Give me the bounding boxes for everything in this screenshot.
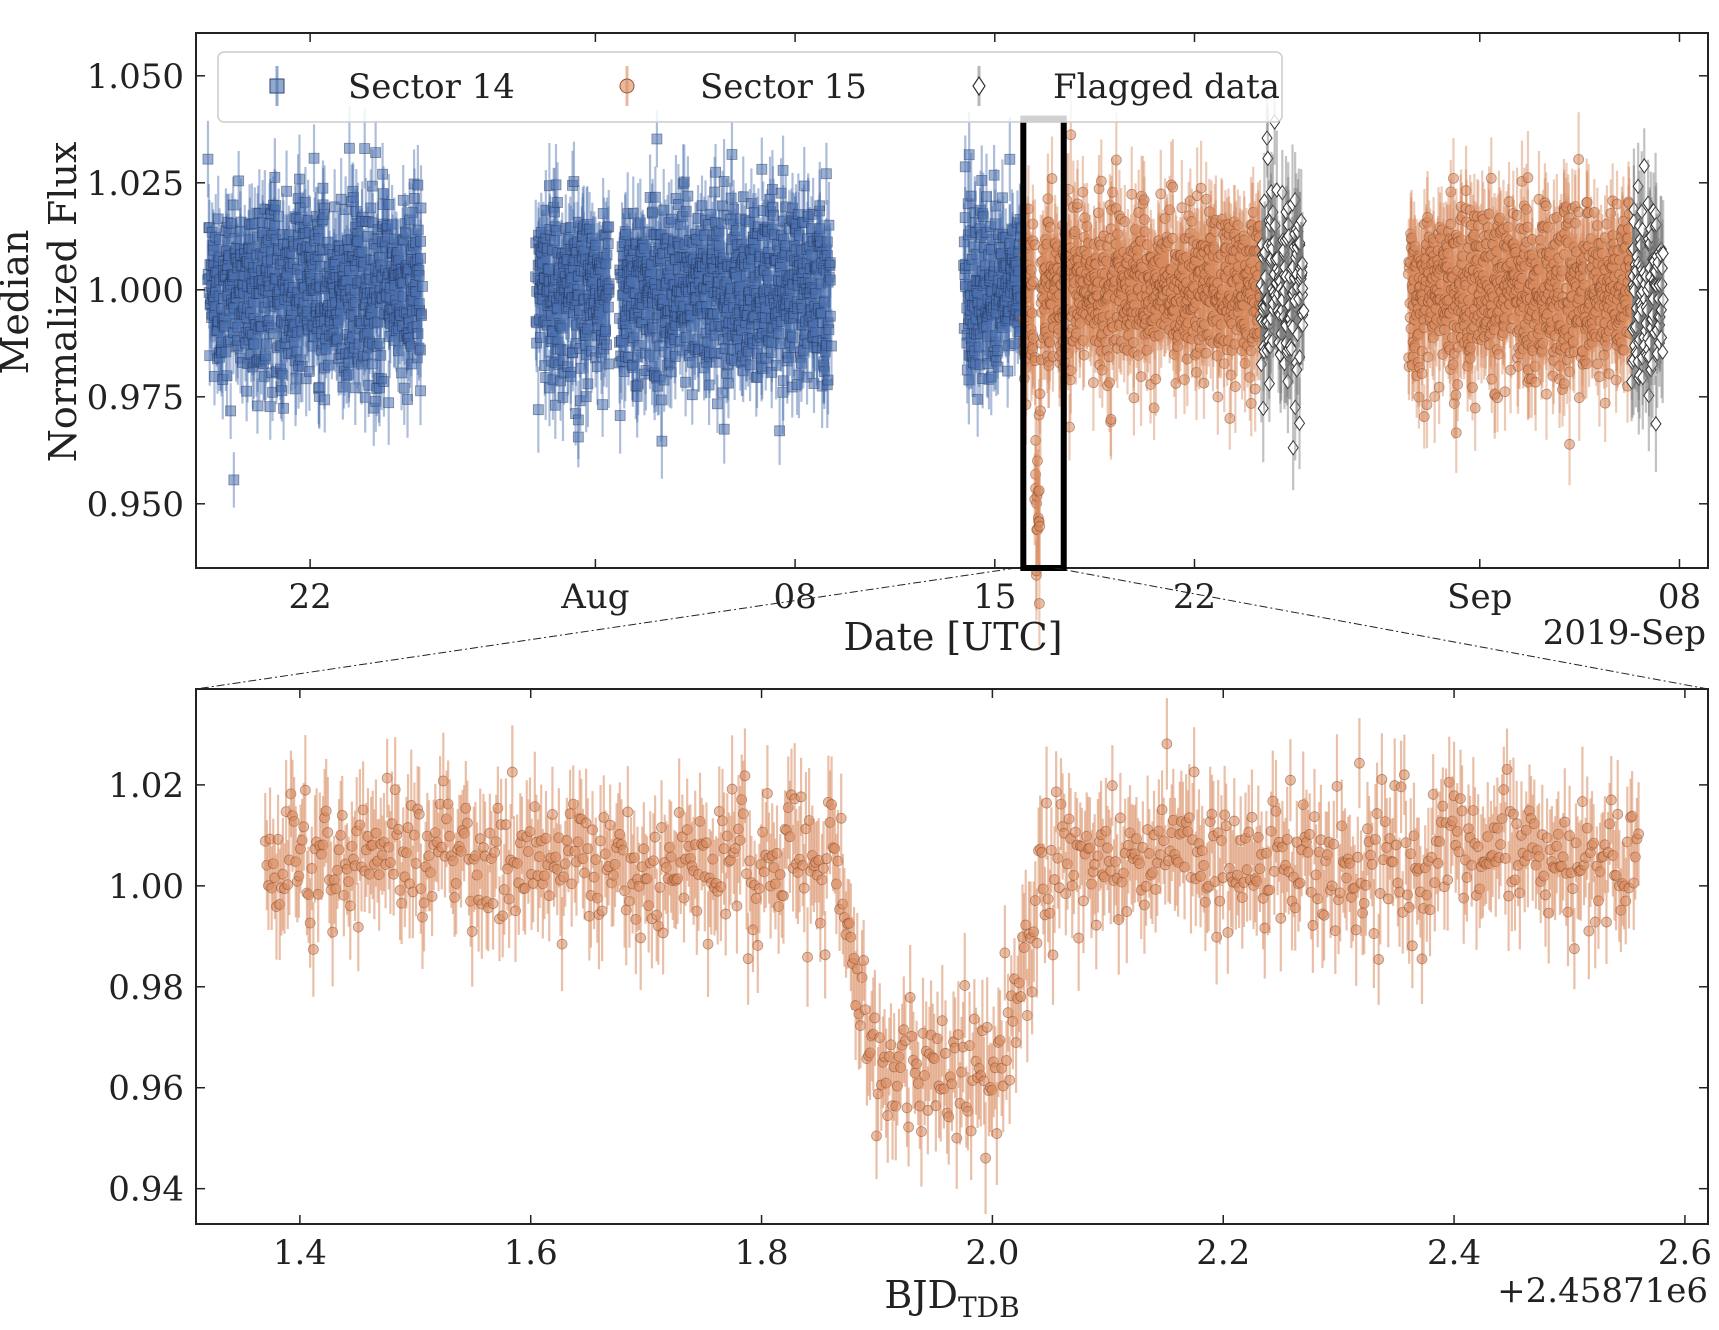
data-point xyxy=(202,153,214,165)
data-point xyxy=(378,376,390,387)
data-point xyxy=(269,171,281,183)
data-point xyxy=(656,435,668,447)
data-point xyxy=(221,370,233,382)
data-point xyxy=(300,196,311,208)
data-point xyxy=(597,399,609,411)
data-point xyxy=(344,142,355,154)
data-point xyxy=(756,163,768,175)
data-point xyxy=(248,338,260,350)
data-point xyxy=(1095,175,1107,187)
data-point xyxy=(267,328,279,340)
data-point xyxy=(313,381,325,393)
data-point xyxy=(308,152,320,164)
data-point xyxy=(718,423,730,435)
data-point xyxy=(270,200,282,211)
data-point xyxy=(1087,377,1099,389)
data-point xyxy=(233,175,245,187)
data-point xyxy=(276,385,288,397)
data-point xyxy=(241,385,253,397)
data-point xyxy=(972,393,984,405)
data-point xyxy=(281,185,292,197)
data-point xyxy=(415,202,427,214)
data-point xyxy=(572,414,584,426)
data-point xyxy=(603,221,615,233)
data-point xyxy=(565,370,577,382)
data-point xyxy=(261,338,272,350)
data-point xyxy=(726,149,738,160)
top-panel: 22 Aug 08 15 22 Sep 080.9500.9751.0001.0251.05… xyxy=(0,32,1709,659)
data-point xyxy=(277,369,289,381)
data-point xyxy=(214,234,225,246)
data-point xyxy=(278,402,289,414)
series-sector-14 xyxy=(202,105,1027,508)
data-point xyxy=(1105,414,1117,425)
data-point xyxy=(417,281,428,292)
data-point xyxy=(228,474,240,486)
data-point xyxy=(820,168,832,180)
data-point xyxy=(383,397,395,409)
data-point xyxy=(260,350,271,362)
data-point xyxy=(988,169,1000,181)
data-point xyxy=(1034,388,1046,400)
data-point xyxy=(1033,598,1045,609)
data-point xyxy=(826,340,837,352)
data-point xyxy=(1004,153,1016,165)
data-point xyxy=(777,164,789,176)
data-point xyxy=(1034,520,1046,532)
data-point xyxy=(1072,198,1084,210)
data-point xyxy=(294,173,305,185)
data-point xyxy=(290,383,301,395)
top-panel-data-points xyxy=(202,79,1669,646)
data-point xyxy=(273,210,285,222)
data-point xyxy=(651,133,663,145)
data-point xyxy=(601,339,612,351)
data-point xyxy=(227,199,239,211)
data-point xyxy=(532,404,544,416)
series-sector-15 xyxy=(1017,85,1638,646)
data-point xyxy=(824,257,836,269)
data-point xyxy=(207,244,219,256)
data-point xyxy=(686,389,698,401)
data-point xyxy=(319,202,330,214)
data-point xyxy=(603,358,615,370)
data-point xyxy=(1078,349,1090,361)
data-point xyxy=(712,398,723,410)
data-point xyxy=(550,179,562,191)
data-point xyxy=(775,187,787,199)
data-point xyxy=(1046,173,1058,184)
data-point xyxy=(303,365,315,377)
data-point xyxy=(603,283,615,295)
data-point xyxy=(319,394,331,406)
data-point xyxy=(1065,129,1077,141)
data-point xyxy=(631,380,643,392)
data-point xyxy=(415,252,426,264)
data-point xyxy=(552,197,563,208)
data-point xyxy=(264,401,276,413)
data-point xyxy=(370,147,382,158)
data-point xyxy=(252,400,263,412)
data-point xyxy=(415,385,426,397)
data-point xyxy=(963,149,975,161)
data-point xyxy=(415,308,427,320)
data-point xyxy=(682,190,694,202)
data-point xyxy=(225,405,237,417)
data-point xyxy=(219,321,231,333)
data-point xyxy=(359,143,371,155)
data-point xyxy=(614,410,626,421)
